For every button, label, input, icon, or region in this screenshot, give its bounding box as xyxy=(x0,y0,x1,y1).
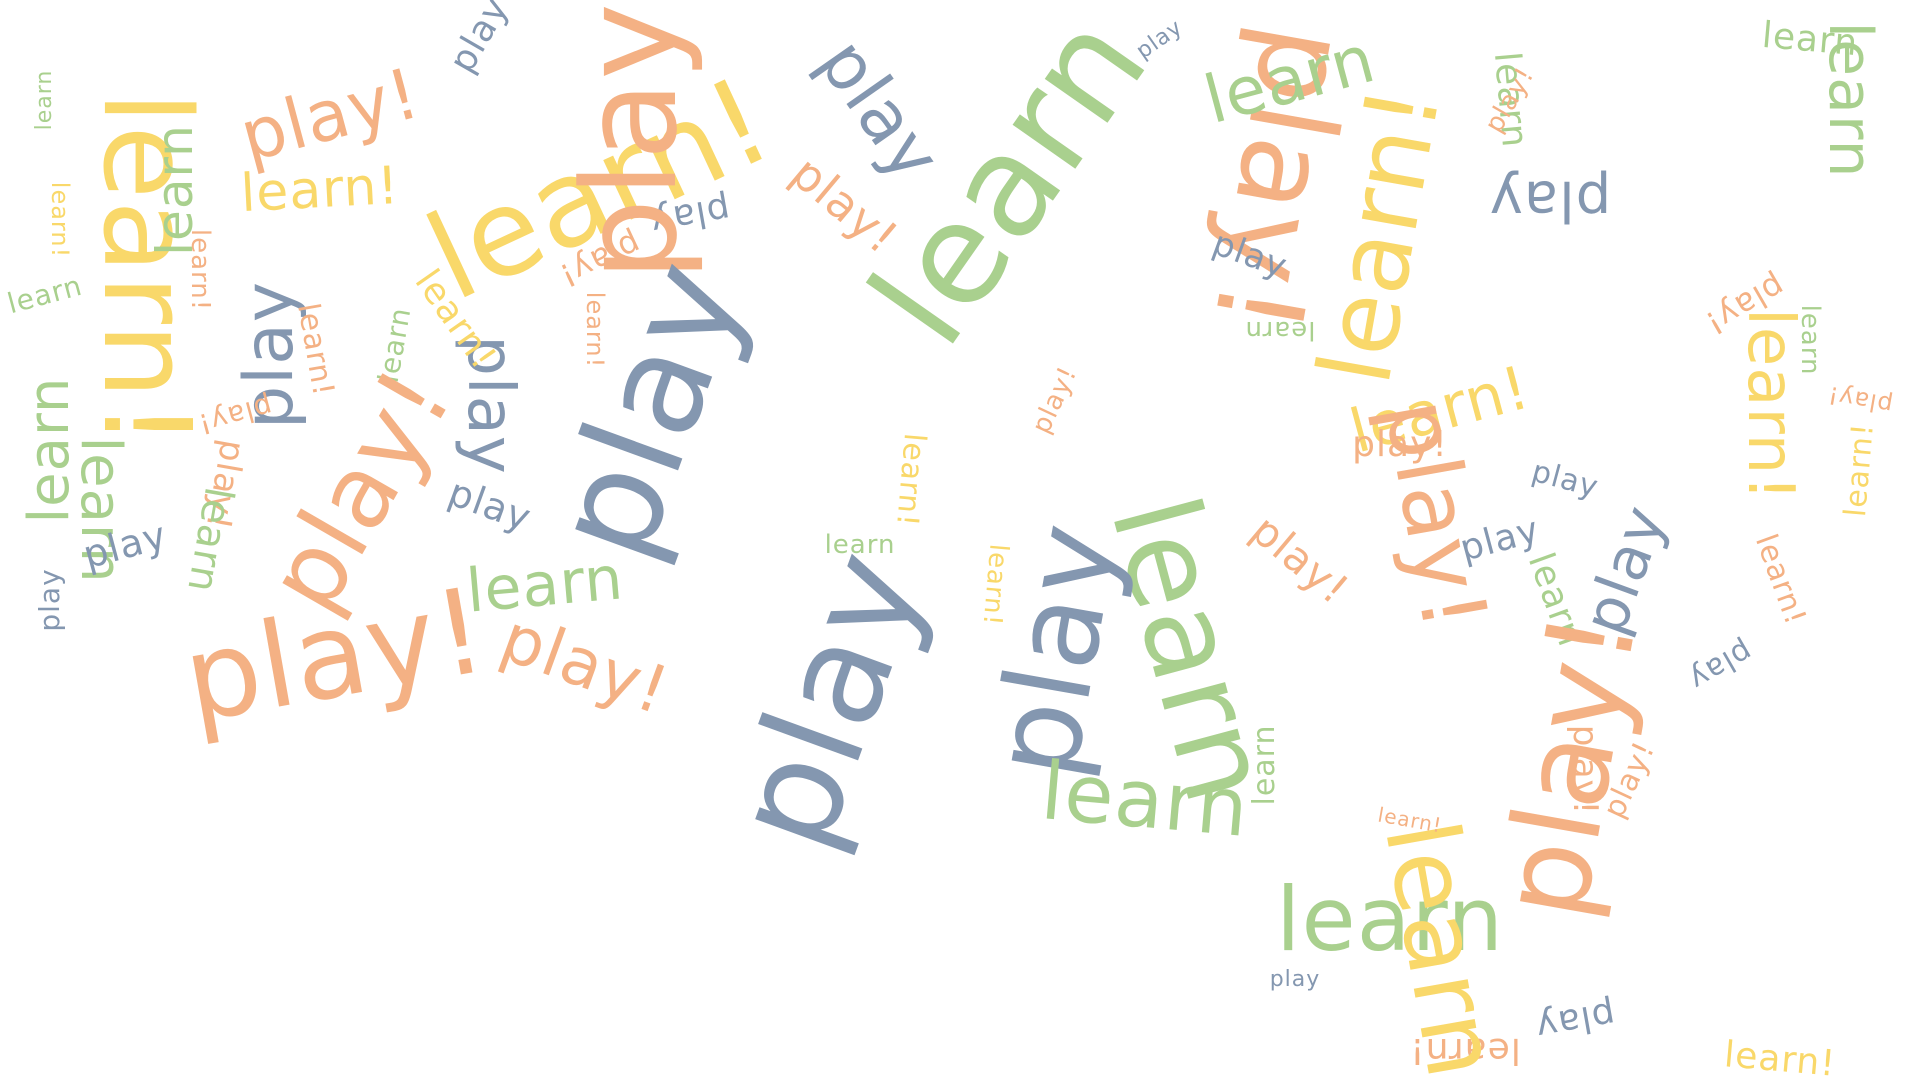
word-play-exclaim-71: play! xyxy=(1825,380,1895,420)
word-play-55: play xyxy=(1269,967,1321,992)
word-learn-6: learn xyxy=(32,69,57,131)
word-learn-54: learn xyxy=(1276,868,1504,971)
word-learn-exclaim-40: learn! xyxy=(888,431,933,529)
word-learn-exclaim-14: learn! xyxy=(46,181,74,259)
word-learn-exclaim-3: learn! xyxy=(239,155,401,225)
word-learn-exclaim-15: learn! xyxy=(185,228,215,312)
word-learn-exclaim-63: learn! xyxy=(1747,529,1813,630)
word-learn-exclaim-64: learn! xyxy=(1722,1034,1838,1080)
word-play-4: play xyxy=(441,0,518,80)
word-play-36: play xyxy=(701,530,958,869)
word-learn-30: learn xyxy=(178,483,242,597)
word-play-exclaim-28: play! xyxy=(174,560,496,750)
word-play-exclaim-41: play! xyxy=(1026,361,1084,439)
word-play-exclaim-79: play! xyxy=(1474,601,1665,929)
word-play-29: play xyxy=(33,568,66,632)
word-learn-exclaim-78: learn! xyxy=(1733,308,1807,502)
word-learn-50: learn xyxy=(1037,744,1253,855)
word-play-exclaim-52: play! xyxy=(1242,505,1359,614)
word-learn-exclaim-70: learn! xyxy=(1837,421,1882,519)
word-play-67: play xyxy=(1532,993,1619,1048)
word-play-76: play xyxy=(1682,633,1759,698)
word-play-39: play xyxy=(1131,14,1188,65)
word-learn-61: learn xyxy=(1815,21,1885,179)
word-play-21: play xyxy=(442,469,538,541)
word-play-exclaim-35: play! xyxy=(491,599,679,730)
word-learn-32: learn xyxy=(824,530,896,560)
word-learn-7: learn xyxy=(3,268,86,321)
word-play-53: play xyxy=(1488,168,1612,233)
word-play-exclaim-16: play! xyxy=(554,0,706,282)
word-play-exclaim-46: play! xyxy=(1352,424,1448,465)
word-learn-72: learn xyxy=(1247,724,1282,806)
word-play-73: play xyxy=(1527,453,1603,506)
